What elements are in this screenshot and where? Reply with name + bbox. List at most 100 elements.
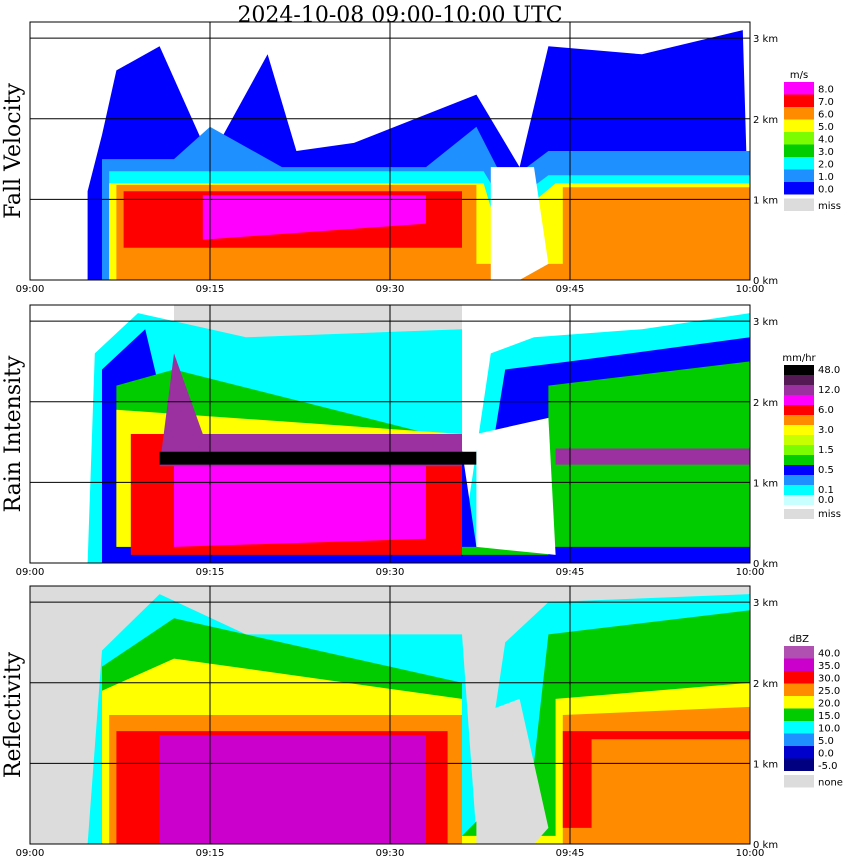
legend-label: 0.0 (818, 495, 834, 506)
legend-unit: dBZ (789, 634, 809, 645)
y-tick-label: 3 km (753, 34, 778, 45)
panel-fall-velocity: 09:00 09:15 09:30 09:45 10:000 km 1 km 2 km 3 k… (1, 22, 841, 295)
legend-swatch (784, 120, 814, 133)
x-tick-label: 09:45 (556, 284, 585, 295)
x-tick-label: 09:15 (196, 848, 225, 859)
legend-swatch (784, 509, 814, 519)
echo-region (160, 452, 477, 465)
echo-region (592, 739, 750, 836)
x-tick-label: 09:00 (16, 848, 45, 859)
legend-swatch (784, 485, 814, 495)
y-axis-label: Fall Velocity (1, 83, 26, 219)
legend-label: 3.0 (818, 147, 834, 158)
y-tick-label: 2 km (753, 115, 778, 126)
y-tick-label: 3 km (753, 317, 778, 328)
x-tick-label: 09:45 (556, 848, 585, 859)
legend-label: 0.5 (818, 465, 834, 476)
echo-region (556, 449, 750, 465)
x-tick-label: 09:30 (376, 567, 405, 578)
legend-swatch (784, 425, 814, 435)
legend-label: 4.0 (818, 135, 834, 146)
x-tick-label: 09:30 (376, 848, 405, 859)
legend-swatch (784, 659, 814, 672)
legend-label: 20.0 (818, 699, 840, 710)
legend-swatch (784, 445, 814, 455)
legend-swatch (784, 107, 814, 120)
legend-label: 5.0 (818, 736, 834, 747)
legend-label: miss (818, 509, 841, 520)
y-tick-label: 1 km (753, 759, 778, 770)
legend-label: 3.0 (818, 425, 834, 436)
x-tick-label: 09:30 (376, 284, 405, 295)
legend-swatch (784, 170, 814, 183)
echo-region (476, 418, 555, 555)
legend-label: 2.0 (818, 160, 834, 171)
x-tick-label: 09:15 (196, 284, 225, 295)
y-tick-label: 1 km (753, 195, 778, 206)
legend-label: 0.0 (818, 185, 834, 196)
legend-swatch (784, 415, 814, 425)
legend-swatch (784, 696, 814, 709)
y-axis-label: Reflectivity (1, 651, 26, 778)
x-tick-label: 09:00 (16, 567, 45, 578)
legend-swatch (784, 385, 814, 395)
legend-label: none (818, 778, 843, 789)
legend-label: 10.0 (818, 724, 840, 735)
legend-swatch (784, 775, 814, 788)
legend-label: 25.0 (818, 686, 840, 697)
legend-label: 1.5 (818, 445, 834, 456)
y-tick-label: 2 km (753, 398, 778, 409)
legend-swatch (784, 671, 814, 684)
legend-swatch (784, 405, 814, 415)
legend-swatch (784, 145, 814, 158)
legend-swatch (784, 157, 814, 170)
legend-swatch (784, 365, 814, 375)
y-tick-label: 2 km (753, 679, 778, 690)
legend-swatch (784, 734, 814, 747)
legend-swatch (784, 475, 814, 485)
panel-reflectivity: 09:00 09:15 09:30 09:45 10:000 km1 km2 km3 k… (1, 586, 843, 859)
legend-swatch (784, 82, 814, 95)
legend-swatch (784, 495, 814, 505)
legend-unit: mm/hr (782, 353, 816, 364)
legend-label: 15.0 (818, 711, 840, 722)
legend-swatch (784, 684, 814, 697)
y-tick-label: 0 km (753, 840, 778, 851)
legend-swatch (784, 721, 814, 734)
legend-label: -5.0 (818, 761, 838, 772)
y-tick-label: 3 km (753, 598, 778, 609)
legend: dBZ40.035.030.025.020.015.010.05.00.0-5.… (784, 634, 843, 789)
y-tick-label: 0 km (753, 559, 778, 570)
x-tick-label: 09:45 (556, 567, 585, 578)
legend-label: 8.0 (818, 85, 834, 96)
y-tick-label: 1 km (753, 478, 778, 489)
x-tick-label: 09:15 (196, 567, 225, 578)
legend-label: miss (818, 201, 841, 212)
legend-label: 7.0 (818, 97, 834, 108)
legend-label: 12.0 (818, 385, 840, 396)
y-axis-label: Rain Intensity (1, 355, 26, 512)
y-tick-label: 0 km (753, 276, 778, 287)
legend-label: 6.0 (818, 405, 834, 416)
x-tick-label: 09:00 (16, 284, 45, 295)
legend-swatch (784, 132, 814, 145)
legend-swatch (784, 435, 814, 445)
legend-label: 6.0 (818, 110, 834, 121)
legend-swatch (784, 455, 814, 465)
legend-label: 48.0 (818, 365, 840, 376)
legend-swatch (784, 95, 814, 108)
legend-swatch (784, 746, 814, 759)
panel-rain-intensity: 09:00 09:15 09:30 09:45 10:000 km1 km2 km3 k… (1, 305, 841, 578)
echo-region (160, 735, 426, 844)
legend-label: 1.0 (818, 172, 834, 183)
legend-label: 40.0 (818, 649, 840, 660)
legend-swatch (784, 182, 814, 195)
legend-unit: m/s (790, 70, 808, 81)
legend-swatch (784, 759, 814, 772)
legend: m/s8.07.06.05.04.03.02.01.00.0miss (784, 70, 841, 212)
legend-swatch (784, 375, 814, 385)
legend-label: 0.0 (818, 749, 834, 760)
legend-swatch (784, 465, 814, 475)
